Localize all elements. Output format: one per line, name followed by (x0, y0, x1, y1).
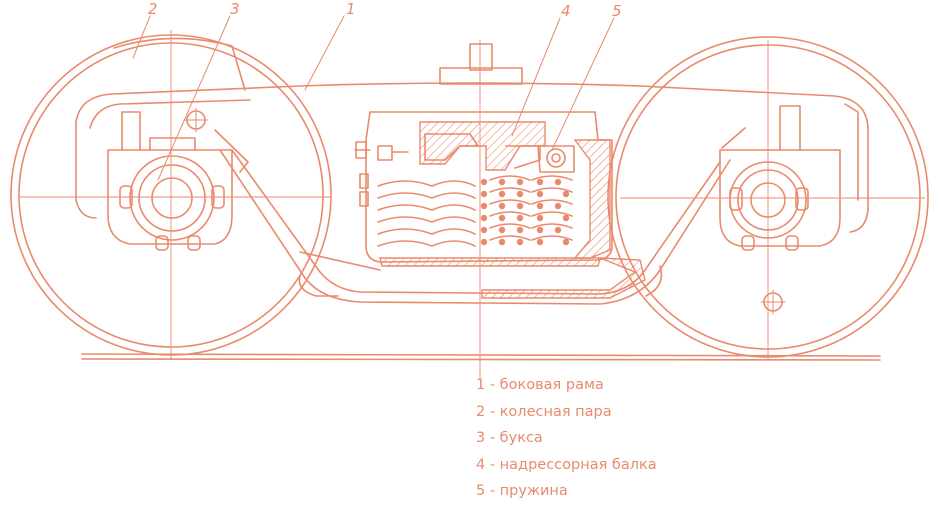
left-axle-box (107, 107, 233, 251)
callout-1: 1 (346, 0, 356, 18)
callout-4: 4 (561, 2, 571, 20)
legend-item-bolster: 4 - надрессорная балка (476, 456, 657, 473)
legend-item-side-frame: 1 - боковая рама (476, 377, 604, 393)
right-axle-box (719, 105, 841, 315)
left-wheel (10, 30, 332, 360)
center-pin (439, 40, 523, 380)
legend: 1 - боковая рама 2 - колесная пара 3 - б… (476, 372, 657, 505)
callout-5: 5 (612, 2, 622, 20)
springs (377, 175, 573, 247)
callout-2: 2 (148, 0, 158, 18)
bolster (354, 111, 646, 299)
legend-item-spring: 5 - пружина (476, 483, 568, 499)
callout-3: 3 (230, 0, 240, 18)
right-wheel (607, 36, 929, 360)
legend-item-wheelset: 2 - колесная пара (476, 403, 612, 420)
legend-item-axle-box: 3 - букса (476, 430, 543, 446)
side-frame (75, 82, 869, 305)
leader-lines (132, 15, 615, 181)
